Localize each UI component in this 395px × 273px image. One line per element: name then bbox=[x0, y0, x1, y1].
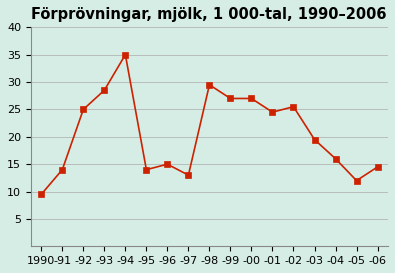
Text: Förprövningar, mjölk, 1 000-tal, 1990–2006: Förprövningar, mjölk, 1 000-tal, 1990–20… bbox=[31, 7, 386, 22]
